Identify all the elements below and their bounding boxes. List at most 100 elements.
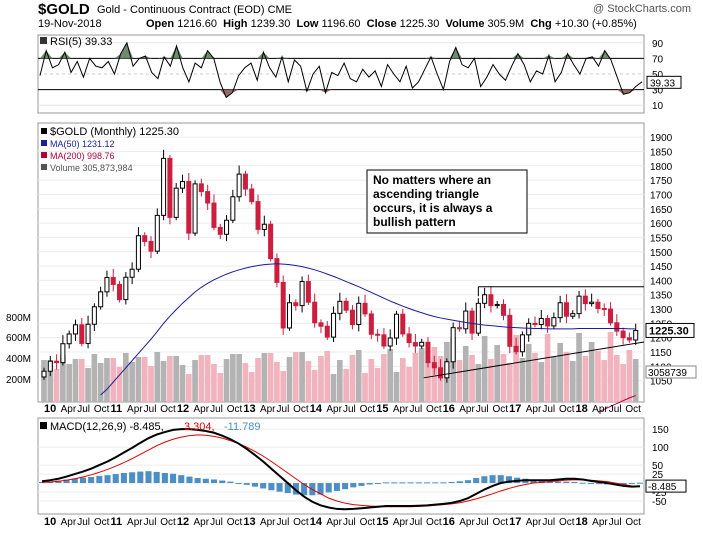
macd-histogram-bar (129, 472, 136, 484)
price-legend-entry: MA(50) 1231.12 (50, 139, 115, 149)
volume-bar (406, 367, 412, 402)
volume-bar (607, 332, 614, 402)
candle-body (186, 181, 192, 234)
candle-body (79, 324, 85, 344)
macd-tick-label: 150 (652, 425, 669, 436)
candle-body (507, 314, 513, 347)
volume-bar (349, 355, 356, 402)
volume-bar (305, 361, 312, 402)
x-axis-label: Apr (592, 517, 608, 528)
candle-body (381, 334, 387, 347)
stockcharts-watermark: @ StockCharts.com (593, 3, 691, 15)
macd-histogram-bar (366, 483, 373, 485)
x-axis-label: Apr (194, 517, 210, 528)
x-axis-label: 10 (44, 403, 56, 415)
x-axis-label: 11 (110, 516, 122, 528)
x-axis-label: Oct (493, 404, 509, 415)
volume-bar (185, 374, 192, 402)
macd-histogram-bar (555, 481, 562, 484)
volume-bar (551, 357, 557, 402)
macd-histogram-bar (448, 481, 455, 484)
macd-tick-label: -50 (652, 497, 667, 508)
ma50-line (100, 263, 636, 396)
candle-body (482, 294, 488, 304)
macd-histogram-bar (170, 473, 177, 484)
candle-body (249, 188, 255, 203)
macd-histogram-bar (587, 483, 594, 485)
macd-histogram-bar (489, 475, 496, 484)
rsi-tick-label: 30 (652, 86, 664, 97)
x-axis-label: Apr (459, 517, 475, 528)
price-legend-entry: Volume 305,873,984 (50, 163, 133, 173)
volume-bar (261, 353, 268, 402)
macd-histogram-bar (530, 480, 537, 484)
candle-body (444, 361, 450, 379)
candle-body (236, 173, 242, 198)
price-tick-label: 1800 (650, 162, 673, 173)
macd-histogram-bar (71, 478, 78, 484)
price-tick-label: 1600 (650, 219, 673, 230)
volume-bar (613, 355, 620, 402)
candle-body (117, 283, 123, 301)
candle-body (192, 183, 198, 234)
volume-current-label: 3058739 (648, 368, 687, 379)
macd-histogram-bar (202, 478, 209, 484)
volume-bar (632, 359, 639, 402)
volume-bar (248, 372, 255, 402)
macd-histogram-bar (292, 483, 299, 495)
x-axis-label: Apr (127, 404, 143, 415)
volume-tick-label: 800M (6, 313, 31, 324)
candle-body (217, 226, 223, 235)
volume-bar (154, 352, 161, 402)
price-legend-swatch (41, 128, 47, 134)
ma200-line (597, 395, 636, 413)
x-axis-label: Jul (210, 517, 223, 528)
volume-bar (538, 362, 545, 402)
rsi-panel: 10 30 50 70 90 39.33 RSI(5) 39.33 (37, 34, 682, 114)
candle-body (450, 327, 456, 363)
macd-histogram-bar (481, 476, 488, 484)
price-tick-label: 1150 (650, 348, 672, 359)
candle-body (532, 322, 538, 326)
candle-body (393, 313, 400, 339)
x-axis-label: Jul (343, 404, 356, 415)
price-tick-label: 1650 (650, 205, 673, 216)
volume-bar (544, 334, 551, 402)
x-axis-label: Jul (476, 517, 489, 528)
x-axis-label: 15 (376, 516, 388, 528)
x-axis-label: Oct (493, 517, 509, 528)
volume-bar (97, 363, 104, 402)
volume-bar (274, 362, 280, 402)
macd-histogram-bar (628, 483, 635, 485)
volume-bar (595, 351, 601, 402)
macd-histogram-bar (161, 473, 168, 484)
volume-bar (141, 357, 148, 402)
candle-body (66, 333, 72, 345)
macd-legend-main: MACD(12,26,9) -8.485, (50, 421, 164, 433)
annotation-line-3: occurs, it is always a (373, 201, 493, 215)
volume-bar (368, 359, 375, 402)
candle-body (475, 302, 481, 334)
candle-body (255, 201, 261, 230)
x-axis-label: Jul (409, 404, 422, 415)
x-axis-label: Oct (360, 517, 376, 528)
x-axis-label: 15 (376, 403, 388, 415)
macd-histogram-bar (112, 474, 119, 484)
candle-body (526, 322, 532, 336)
candle-body (368, 313, 374, 335)
volume-bar (576, 333, 582, 402)
macd-histogram-bar (497, 475, 504, 484)
price-tick-label: 1750 (650, 176, 673, 187)
x-axis-label: Jul (277, 517, 290, 528)
macd-histogram-bar (104, 475, 111, 484)
volume-bar (519, 358, 526, 402)
volume-bar (104, 358, 110, 402)
candle-body (293, 302, 299, 307)
price-legend-swatch (41, 140, 47, 146)
volume-bar (569, 361, 576, 402)
symbol-title: $GOLD (38, 1, 90, 18)
x-axis-label: Oct (227, 404, 243, 415)
annotation-box-border (366, 169, 528, 234)
volume-bar (601, 360, 608, 402)
